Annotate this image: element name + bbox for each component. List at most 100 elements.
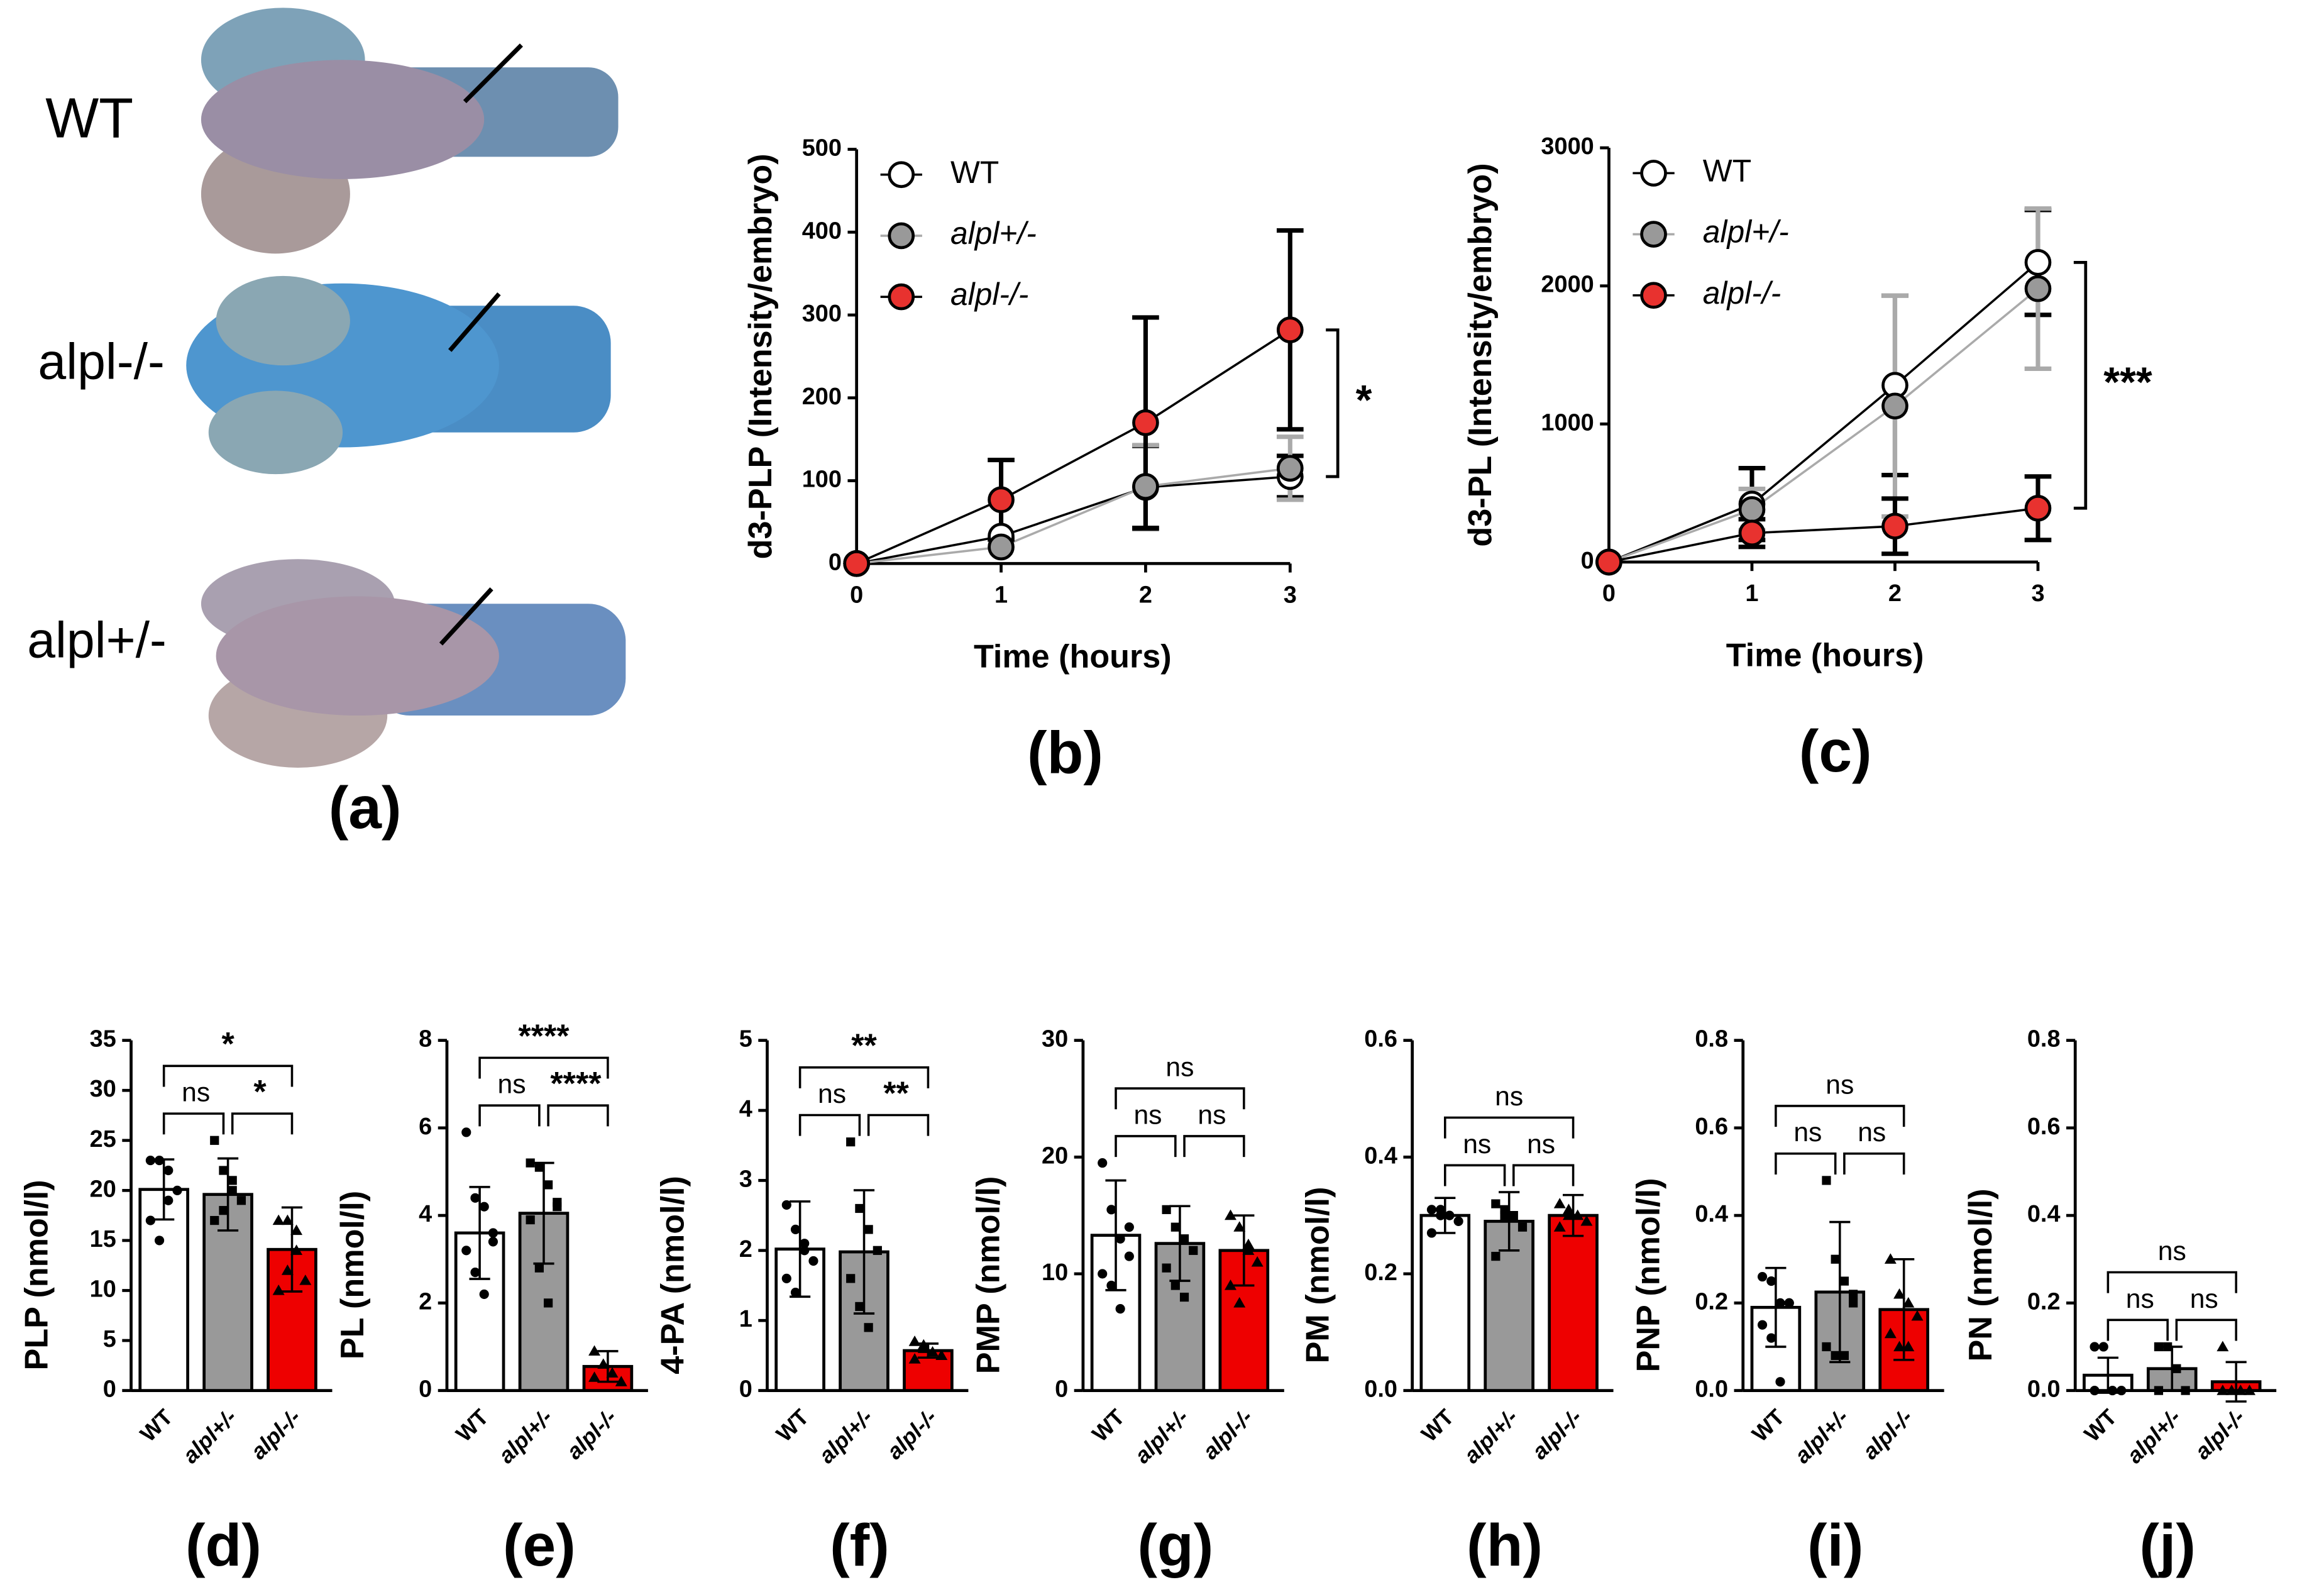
legend-marker	[1640, 160, 1667, 187]
significance-label: ns	[1198, 1100, 1226, 1130]
panel-label: (h)	[1467, 1512, 1543, 1579]
data-point	[2217, 1340, 2229, 1352]
data-point	[272, 1214, 285, 1225]
data-point	[1893, 1288, 1906, 1299]
y-tick-label: 0	[829, 549, 842, 575]
data-point	[1839, 1351, 1849, 1360]
significance-bracket	[547, 1104, 609, 1127]
x-tick-label: alpl-/-	[2190, 1405, 2250, 1464]
data-point	[1233, 1296, 1246, 1308]
data-point	[163, 1165, 173, 1176]
y-tick-label: 0.4	[2027, 1201, 2061, 1227]
y-tick-label: 30	[90, 1076, 116, 1102]
bar	[1419, 1213, 1471, 1392]
data-point	[228, 1186, 237, 1195]
panel-label: (d)	[185, 1512, 262, 1579]
significance-bracket	[478, 1056, 609, 1079]
significance-label: **	[851, 1028, 877, 1064]
data-point	[1766, 1333, 1776, 1343]
data-point	[2163, 1342, 2173, 1352]
data-point	[172, 1185, 182, 1195]
data-point	[1517, 1222, 1528, 1232]
data-point	[154, 1156, 165, 1166]
y-tick-label: 3000	[1541, 133, 1594, 160]
data-point	[290, 1244, 303, 1255]
x-tick-label: alpl+/-	[493, 1405, 558, 1469]
data-point	[470, 1268, 480, 1278]
y-tick-label: 0.8	[1695, 1026, 1728, 1053]
data-point	[1757, 1271, 1768, 1282]
larva-wt	[201, 8, 619, 254]
data-point	[461, 1127, 471, 1137]
series-line	[856, 329, 1291, 565]
data-point	[1098, 1158, 1108, 1168]
significance-label: *	[253, 1074, 267, 1110]
data-point	[1775, 1298, 1785, 1308]
data-point	[2024, 249, 2052, 276]
x-tick-label: WT	[1087, 1404, 1130, 1447]
data-point	[1884, 1327, 1897, 1339]
data-point	[2225, 1385, 2238, 1395]
legend-marker	[888, 222, 915, 250]
y-tick-label: 0.4	[1364, 1142, 1397, 1169]
y-tick-label: 5	[103, 1326, 116, 1352]
y-axis-title: 4-PA (nmol/l)	[654, 1176, 691, 1374]
data-point	[1132, 473, 1159, 500]
x-tick-label: alpl-/-	[561, 1405, 621, 1464]
data-point	[1831, 1351, 1840, 1360]
x-tick-label: alpl+/-	[2122, 1405, 2186, 1469]
significance-label: ns	[1527, 1129, 1555, 1159]
significance-label: ns	[2190, 1284, 2218, 1314]
data-point	[1738, 496, 1766, 523]
data-point	[1225, 1280, 1236, 1290]
data-point	[1881, 512, 1908, 540]
data-point	[1766, 1276, 1776, 1286]
y-axis-title: PN (nmol/l)	[1963, 1188, 1999, 1361]
y-tick-label: 100	[802, 467, 842, 493]
significance-bracket	[478, 1104, 541, 1127]
data-point	[145, 1215, 155, 1225]
y-tick-label: 30	[1042, 1026, 1068, 1053]
data-point	[281, 1214, 294, 1225]
y-tick-label: 400	[802, 218, 842, 244]
significance-label: ns	[818, 1079, 846, 1109]
y-tick-label: 0.6	[2027, 1114, 2061, 1140]
data-point	[781, 1273, 791, 1283]
larva-images	[186, 8, 626, 768]
x-tick-label: 1	[1745, 580, 1758, 607]
data-point	[1445, 1210, 1455, 1220]
x-tick-label: WT	[135, 1404, 178, 1447]
panel-label: (i)	[1807, 1512, 1863, 1579]
data-point	[2172, 1364, 2181, 1373]
legend-label: alpl-/-	[950, 277, 1028, 312]
x-tick-label: alpl-/-	[1198, 1405, 1257, 1464]
data-point	[988, 486, 1015, 514]
y-tick-label: 1	[739, 1306, 752, 1332]
legend-label: alpl+/-	[1703, 214, 1789, 250]
y-tick-label: 10	[90, 1276, 116, 1302]
data-point	[1775, 1377, 1785, 1387]
data-point	[210, 1215, 219, 1225]
y-tick-label: 10	[1042, 1259, 1068, 1286]
data-point	[461, 1246, 471, 1256]
larva-heterozygous	[201, 559, 626, 768]
data-point	[2154, 1386, 2164, 1395]
data-point	[846, 1274, 856, 1283]
x-tick-label: WT	[2079, 1404, 2122, 1447]
x-tick-label: alpl+/-	[1790, 1405, 1854, 1469]
data-point	[272, 1284, 285, 1295]
y-tick-label: 0.0	[1364, 1376, 1397, 1403]
significance-bracket	[2106, 1318, 2169, 1341]
y-tick-label: 0.2	[2027, 1288, 2061, 1315]
x-tick-label: alpl-/-	[246, 1405, 306, 1464]
data-point	[479, 1289, 489, 1300]
image-label: alpl+/-	[27, 612, 167, 669]
legend-label: WT	[1703, 153, 1751, 189]
series-line	[1608, 287, 2039, 563]
significance-label: ****	[550, 1066, 602, 1102]
data-point	[615, 1376, 627, 1386]
significance-label: ns	[182, 1078, 210, 1108]
data-point	[534, 1163, 544, 1172]
series-line	[1609, 507, 2039, 563]
y-tick-label: 200	[802, 384, 842, 410]
